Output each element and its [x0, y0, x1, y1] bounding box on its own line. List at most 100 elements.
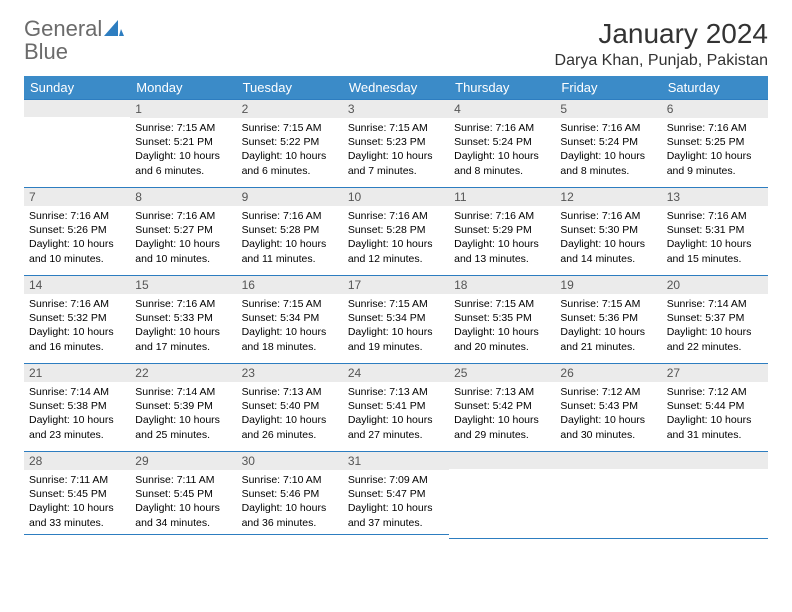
day-content: Sunrise: 7:16 AMSunset: 5:25 PMDaylight:…	[662, 118, 768, 182]
day-content: Sunrise: 7:16 AMSunset: 5:24 PMDaylight:…	[555, 118, 661, 182]
day-number: 9	[237, 187, 343, 206]
day-number: 13	[662, 187, 768, 206]
empty-day-header	[662, 451, 768, 469]
calendar-day-cell: 30Sunrise: 7:10 AMSunset: 5:46 PMDayligh…	[237, 451, 343, 539]
calendar-day-cell: 6Sunrise: 7:16 AMSunset: 5:25 PMDaylight…	[662, 99, 768, 187]
day-content: Sunrise: 7:15 AMSunset: 5:22 PMDaylight:…	[237, 118, 343, 182]
calendar-day-cell: 9Sunrise: 7:16 AMSunset: 5:28 PMDaylight…	[237, 187, 343, 275]
day-content: Sunrise: 7:16 AMSunset: 5:28 PMDaylight:…	[343, 206, 449, 270]
weekday-header: Saturday	[662, 76, 768, 99]
weekday-header: Monday	[130, 76, 236, 99]
day-content: Sunrise: 7:11 AMSunset: 5:45 PMDaylight:…	[130, 470, 236, 535]
day-number: 11	[449, 187, 555, 206]
day-number: 15	[130, 275, 236, 294]
weekday-header: Sunday	[24, 76, 130, 99]
logo-word1: General	[24, 16, 102, 41]
calendar-day-cell	[24, 99, 130, 187]
logo-sail-icon	[104, 20, 124, 36]
day-number: 10	[343, 187, 449, 206]
day-number: 7	[24, 187, 130, 206]
day-number: 20	[662, 275, 768, 294]
calendar-day-cell: 24Sunrise: 7:13 AMSunset: 5:41 PMDayligh…	[343, 363, 449, 451]
calendar-day-cell: 7Sunrise: 7:16 AMSunset: 5:26 PMDaylight…	[24, 187, 130, 275]
day-content: Sunrise: 7:16 AMSunset: 5:33 PMDaylight:…	[130, 294, 236, 358]
day-number: 29	[130, 451, 236, 470]
day-number: 25	[449, 363, 555, 382]
day-content: Sunrise: 7:16 AMSunset: 5:28 PMDaylight:…	[237, 206, 343, 270]
logo: General Blue	[24, 18, 124, 64]
day-content: Sunrise: 7:15 AMSunset: 5:21 PMDaylight:…	[130, 118, 236, 182]
calendar-day-cell: 11Sunrise: 7:16 AMSunset: 5:29 PMDayligh…	[449, 187, 555, 275]
day-number: 8	[130, 187, 236, 206]
calendar-week-row: 14Sunrise: 7:16 AMSunset: 5:32 PMDayligh…	[24, 275, 768, 363]
month-title: January 2024	[555, 18, 768, 50]
calendar-day-cell: 20Sunrise: 7:14 AMSunset: 5:37 PMDayligh…	[662, 275, 768, 363]
page-header: General Blue January 2024 Darya Khan, Pu…	[24, 18, 768, 70]
day-number: 5	[555, 99, 661, 118]
day-number: 12	[555, 187, 661, 206]
weekday-header: Tuesday	[237, 76, 343, 99]
calendar-day-cell: 26Sunrise: 7:12 AMSunset: 5:43 PMDayligh…	[555, 363, 661, 451]
day-content: Sunrise: 7:14 AMSunset: 5:39 PMDaylight:…	[130, 382, 236, 446]
day-content: Sunrise: 7:15 AMSunset: 5:34 PMDaylight:…	[343, 294, 449, 358]
day-content: Sunrise: 7:12 AMSunset: 5:44 PMDaylight:…	[662, 382, 768, 446]
empty-day-header	[24, 99, 130, 117]
day-content: Sunrise: 7:11 AMSunset: 5:45 PMDaylight:…	[24, 470, 130, 535]
day-content: Sunrise: 7:16 AMSunset: 5:26 PMDaylight:…	[24, 206, 130, 270]
calendar-day-cell: 1Sunrise: 7:15 AMSunset: 5:21 PMDaylight…	[130, 99, 236, 187]
day-content: Sunrise: 7:15 AMSunset: 5:34 PMDaylight:…	[237, 294, 343, 358]
day-content: Sunrise: 7:16 AMSunset: 5:32 PMDaylight:…	[24, 294, 130, 358]
calendar-day-cell: 22Sunrise: 7:14 AMSunset: 5:39 PMDayligh…	[130, 363, 236, 451]
location-subtitle: Darya Khan, Punjab, Pakistan	[555, 52, 768, 70]
weekday-header-row: SundayMondayTuesdayWednesdayThursdayFrid…	[24, 76, 768, 99]
day-number: 18	[449, 275, 555, 294]
day-number: 16	[237, 275, 343, 294]
day-content: Sunrise: 7:15 AMSunset: 5:35 PMDaylight:…	[449, 294, 555, 358]
calendar-day-cell: 12Sunrise: 7:16 AMSunset: 5:30 PMDayligh…	[555, 187, 661, 275]
day-number: 23	[237, 363, 343, 382]
day-content: Sunrise: 7:12 AMSunset: 5:43 PMDaylight:…	[555, 382, 661, 446]
day-number: 24	[343, 363, 449, 382]
calendar-week-row: 21Sunrise: 7:14 AMSunset: 5:38 PMDayligh…	[24, 363, 768, 451]
calendar-day-cell: 8Sunrise: 7:16 AMSunset: 5:27 PMDaylight…	[130, 187, 236, 275]
calendar-day-cell: 15Sunrise: 7:16 AMSunset: 5:33 PMDayligh…	[130, 275, 236, 363]
calendar-day-cell	[555, 451, 661, 539]
day-content: Sunrise: 7:16 AMSunset: 5:27 PMDaylight:…	[130, 206, 236, 270]
empty-day-header	[555, 451, 661, 469]
day-number: 22	[130, 363, 236, 382]
calendar-day-cell: 2Sunrise: 7:15 AMSunset: 5:22 PMDaylight…	[237, 99, 343, 187]
day-content: Sunrise: 7:09 AMSunset: 5:47 PMDaylight:…	[343, 470, 449, 535]
day-number: 14	[24, 275, 130, 294]
day-content: Sunrise: 7:13 AMSunset: 5:42 PMDaylight:…	[449, 382, 555, 446]
calendar-day-cell	[449, 451, 555, 539]
calendar-day-cell: 14Sunrise: 7:16 AMSunset: 5:32 PMDayligh…	[24, 275, 130, 363]
day-content: Sunrise: 7:14 AMSunset: 5:37 PMDaylight:…	[662, 294, 768, 358]
day-number: 17	[343, 275, 449, 294]
day-content: Sunrise: 7:14 AMSunset: 5:38 PMDaylight:…	[24, 382, 130, 446]
empty-day-header	[449, 451, 555, 469]
calendar-table: SundayMondayTuesdayWednesdayThursdayFrid…	[24, 76, 768, 539]
weekday-header: Thursday	[449, 76, 555, 99]
day-content: Sunrise: 7:10 AMSunset: 5:46 PMDaylight:…	[237, 470, 343, 535]
calendar-day-cell: 3Sunrise: 7:15 AMSunset: 5:23 PMDaylight…	[343, 99, 449, 187]
day-content: Sunrise: 7:13 AMSunset: 5:40 PMDaylight:…	[237, 382, 343, 446]
calendar-day-cell: 21Sunrise: 7:14 AMSunset: 5:38 PMDayligh…	[24, 363, 130, 451]
calendar-body: 1Sunrise: 7:15 AMSunset: 5:21 PMDaylight…	[24, 99, 768, 539]
weekday-header: Friday	[555, 76, 661, 99]
calendar-week-row: 7Sunrise: 7:16 AMSunset: 5:26 PMDaylight…	[24, 187, 768, 275]
calendar-day-cell: 13Sunrise: 7:16 AMSunset: 5:31 PMDayligh…	[662, 187, 768, 275]
calendar-day-cell: 16Sunrise: 7:15 AMSunset: 5:34 PMDayligh…	[237, 275, 343, 363]
day-number: 1	[130, 99, 236, 118]
day-number: 3	[343, 99, 449, 118]
day-number: 27	[662, 363, 768, 382]
calendar-day-cell: 18Sunrise: 7:15 AMSunset: 5:35 PMDayligh…	[449, 275, 555, 363]
calendar-day-cell: 4Sunrise: 7:16 AMSunset: 5:24 PMDaylight…	[449, 99, 555, 187]
weekday-header: Wednesday	[343, 76, 449, 99]
calendar-day-cell	[662, 451, 768, 539]
calendar-day-cell: 17Sunrise: 7:15 AMSunset: 5:34 PMDayligh…	[343, 275, 449, 363]
calendar-day-cell: 10Sunrise: 7:16 AMSunset: 5:28 PMDayligh…	[343, 187, 449, 275]
day-content: Sunrise: 7:16 AMSunset: 5:29 PMDaylight:…	[449, 206, 555, 270]
calendar-day-cell: 25Sunrise: 7:13 AMSunset: 5:42 PMDayligh…	[449, 363, 555, 451]
day-number: 28	[24, 451, 130, 470]
calendar-day-cell: 29Sunrise: 7:11 AMSunset: 5:45 PMDayligh…	[130, 451, 236, 539]
